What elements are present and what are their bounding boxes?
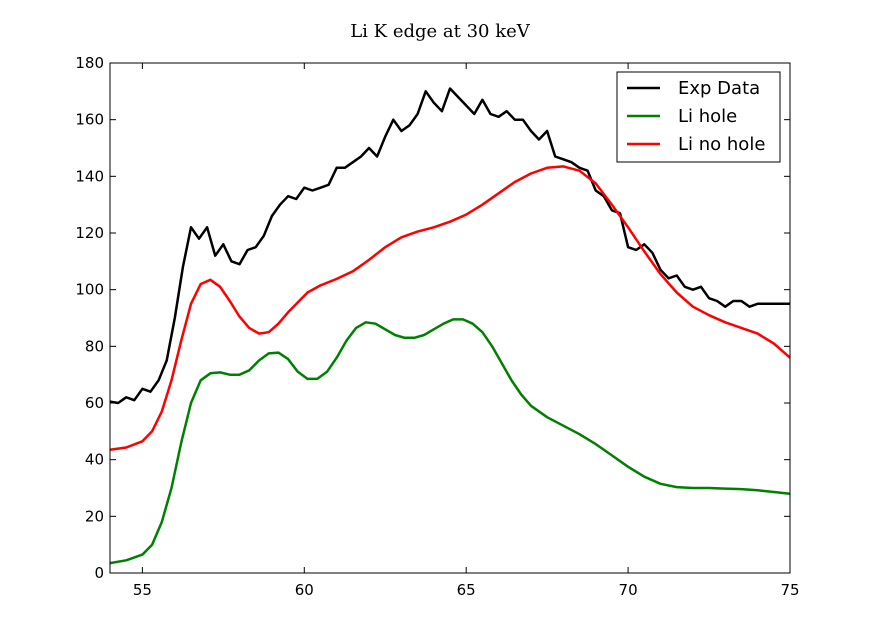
x-tick-label: 60 bbox=[295, 581, 314, 599]
series-layer bbox=[109, 87, 791, 565]
legend-label-1: Li hole bbox=[678, 106, 737, 127]
y-tick-label: 40 bbox=[85, 451, 104, 469]
x-tick-label: 70 bbox=[619, 581, 638, 599]
x-tick-label: 55 bbox=[133, 581, 152, 599]
y-tick-label: 0 bbox=[94, 564, 104, 582]
y-tick-label: 160 bbox=[75, 111, 104, 129]
chart-title: Li K edge at 30 keV bbox=[350, 21, 531, 42]
axis-ticks: 55 60 65 70 75 0 20 40 60 80 100 120 140 160 180 bbox=[75, 54, 799, 599]
y-tick-label: 180 bbox=[75, 54, 104, 72]
legend: Exp Data Li hole Li no hole bbox=[616, 71, 781, 163]
y-tick-label: 20 bbox=[85, 507, 104, 525]
plot-frame bbox=[109, 62, 791, 574]
legend-label-2: Li no hole bbox=[678, 134, 765, 155]
series-line-2 bbox=[109, 165, 791, 452]
y-tick-label: 120 bbox=[75, 224, 104, 242]
x-tick-label: 75 bbox=[780, 581, 799, 599]
series-line-0 bbox=[109, 87, 790, 405]
x-tick-label: 65 bbox=[457, 581, 476, 599]
y-tick-label: 80 bbox=[85, 337, 104, 355]
legend-label-0: Exp Data bbox=[678, 78, 760, 99]
y-tick-label: 100 bbox=[75, 281, 104, 299]
y-tick-label: 140 bbox=[75, 167, 104, 185]
y-tick-label: 60 bbox=[85, 394, 104, 412]
series-line-1 bbox=[109, 318, 791, 565]
